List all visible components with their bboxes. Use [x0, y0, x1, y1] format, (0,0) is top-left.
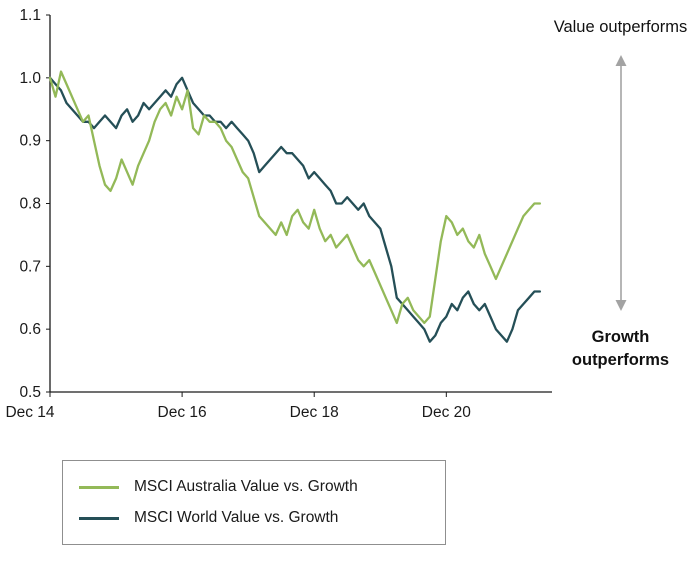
annotation-column: Value outperforms Growth outperforms	[550, 16, 691, 371]
chart-area: 0.5 0.6 0.7 0.8 0.9 1.0 1.1 Dec 14 Dec 16 Dec 18 D…	[5, 7, 552, 421]
x-tick-label: Dec 16	[158, 404, 207, 421]
legend-item-world: MSCI World Value vs. Growth	[79, 509, 435, 527]
y-tick-label: 0.9	[19, 133, 41, 150]
x-tick-label: Dec 14	[5, 404, 54, 421]
legend-item-australia: MSCI Australia Value vs. Growth	[79, 478, 435, 496]
x-tick-label: Dec 18	[290, 404, 339, 421]
value-outperforms-label: Value outperforms	[553, 18, 688, 36]
world-line-swatch	[79, 516, 119, 520]
y-tick-label: 0.8	[19, 196, 41, 213]
y-tick-label: 0.7	[19, 258, 41, 275]
legend-label-world: MSCI World Value vs. Growth	[134, 509, 339, 526]
ratio-line-chart: 0.5 0.6 0.7 0.8 0.9 1.0 1.1 Dec 14 Dec 16 Dec 18 D…	[5, 7, 552, 421]
y-tick-label: 0.6	[19, 321, 41, 338]
x-tick-label: Dec 20	[422, 404, 471, 421]
series-line-australia	[48, 70, 542, 325]
growth-outperforms-label: Growth outperforms	[571, 328, 670, 369]
y-tick-label: 1.1	[19, 7, 41, 24]
value-growth-arrow-icon	[615, 55, 626, 312]
y-tick-label: 1.0	[19, 70, 41, 87]
legend-box: MSCI Australia Value vs. Growth MSCI Wor…	[62, 460, 446, 545]
australia-line-swatch	[79, 485, 119, 489]
series-line-world	[48, 76, 542, 343]
y-tick-label: 0.5	[19, 384, 41, 401]
legend-label-australia: MSCI Australia Value vs. Growth	[134, 478, 358, 495]
